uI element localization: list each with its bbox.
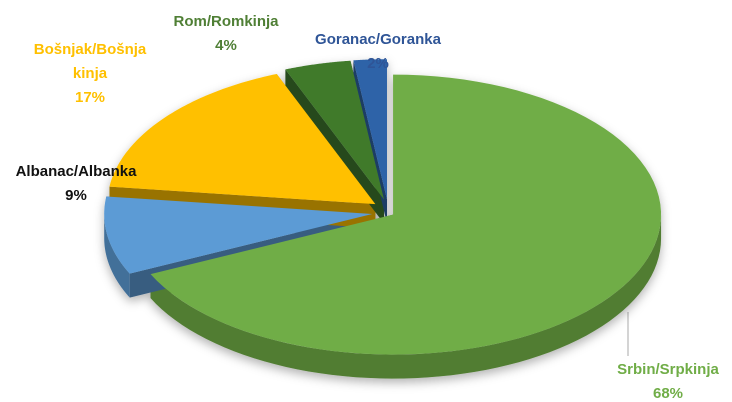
category-label: Rom/Romkinja: [173, 13, 279, 30]
slice-side: [150, 214, 662, 379]
value-label: 2%: [367, 55, 389, 72]
category-label-line: Bošnjak/Bošnja: [34, 41, 147, 58]
category-label: Albanac/Albanka: [16, 163, 138, 180]
value-label: 4%: [215, 37, 237, 54]
slice: [353, 59, 387, 200]
category-label: Goranac/Goranka: [315, 31, 442, 48]
slice-side: [104, 214, 130, 298]
category-label: Bošnjak/Bošnja kinja: [34, 41, 147, 82]
slice: [285, 60, 385, 200]
value-label: 17%: [75, 89, 105, 106]
category-label-line: Goranac/Goranka: [315, 31, 442, 48]
value-label: 9%: [65, 187, 87, 204]
category-label-line: Rom/Romkinja: [173, 13, 279, 30]
value-label: 68%: [653, 385, 683, 402]
category-label-line: kinja: [73, 65, 108, 82]
slice: [104, 196, 373, 274]
category-label-line: Srbin/Srpkinja: [617, 361, 719, 378]
slice: [150, 74, 662, 355]
category-label: Srbin/Srpkinja: [617, 361, 719, 378]
labels: Srbin/Srpkinja 68% Albanac/Albanka 9% Bošnja…: [16, 13, 720, 402]
category-label-line: Albanac/Albanka: [16, 163, 138, 180]
slice: [109, 73, 376, 205]
pie: [104, 59, 662, 379]
